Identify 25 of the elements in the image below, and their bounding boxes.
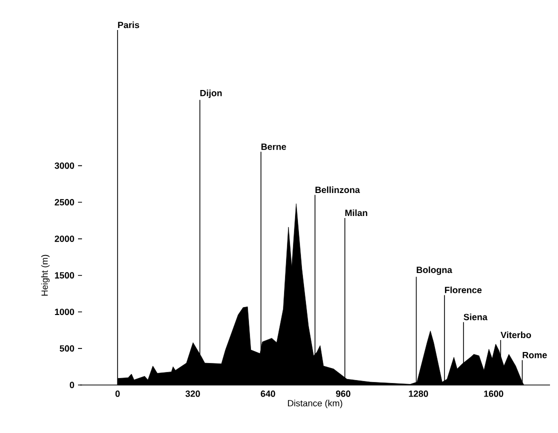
y-axis-title: Height (m)	[41, 254, 50, 296]
y-tick-label: 2000	[54, 236, 74, 242]
ref-line-label: Berne	[261, 144, 286, 150]
y-tick-label: 500	[60, 345, 74, 352]
ref-line-label: Paris	[118, 22, 140, 28]
x-tick-label: 960	[336, 390, 350, 397]
ref-line-label: Bellinzona	[315, 186, 360, 194]
ref-line-label: Rome	[522, 352, 547, 358]
ref-line-label: Viterbo	[500, 332, 532, 338]
x-tick-label: 1600	[484, 390, 504, 397]
x-axis-title: Distance (km)	[288, 400, 342, 408]
y-tick-label: 1000	[55, 308, 74, 316]
ref-line-label: Florence	[444, 286, 482, 294]
ref-line-label: Bologna	[416, 266, 452, 275]
x-tick-label: 0	[115, 390, 120, 397]
y-tick-label: 3000	[54, 162, 74, 169]
ref-line-label: Siena	[464, 314, 488, 320]
ref-line-label: Dijon	[200, 90, 222, 98]
y-tick-label: 0	[70, 382, 74, 388]
y-tick-label: 2500	[54, 199, 74, 206]
x-tick-label: 320	[186, 390, 200, 397]
x-tick-label: 640	[260, 390, 276, 397]
ref-line-label: Milan	[345, 209, 368, 216]
y-tick-label: 1500	[55, 272, 74, 279]
x-tick-label: 1280	[408, 390, 428, 397]
